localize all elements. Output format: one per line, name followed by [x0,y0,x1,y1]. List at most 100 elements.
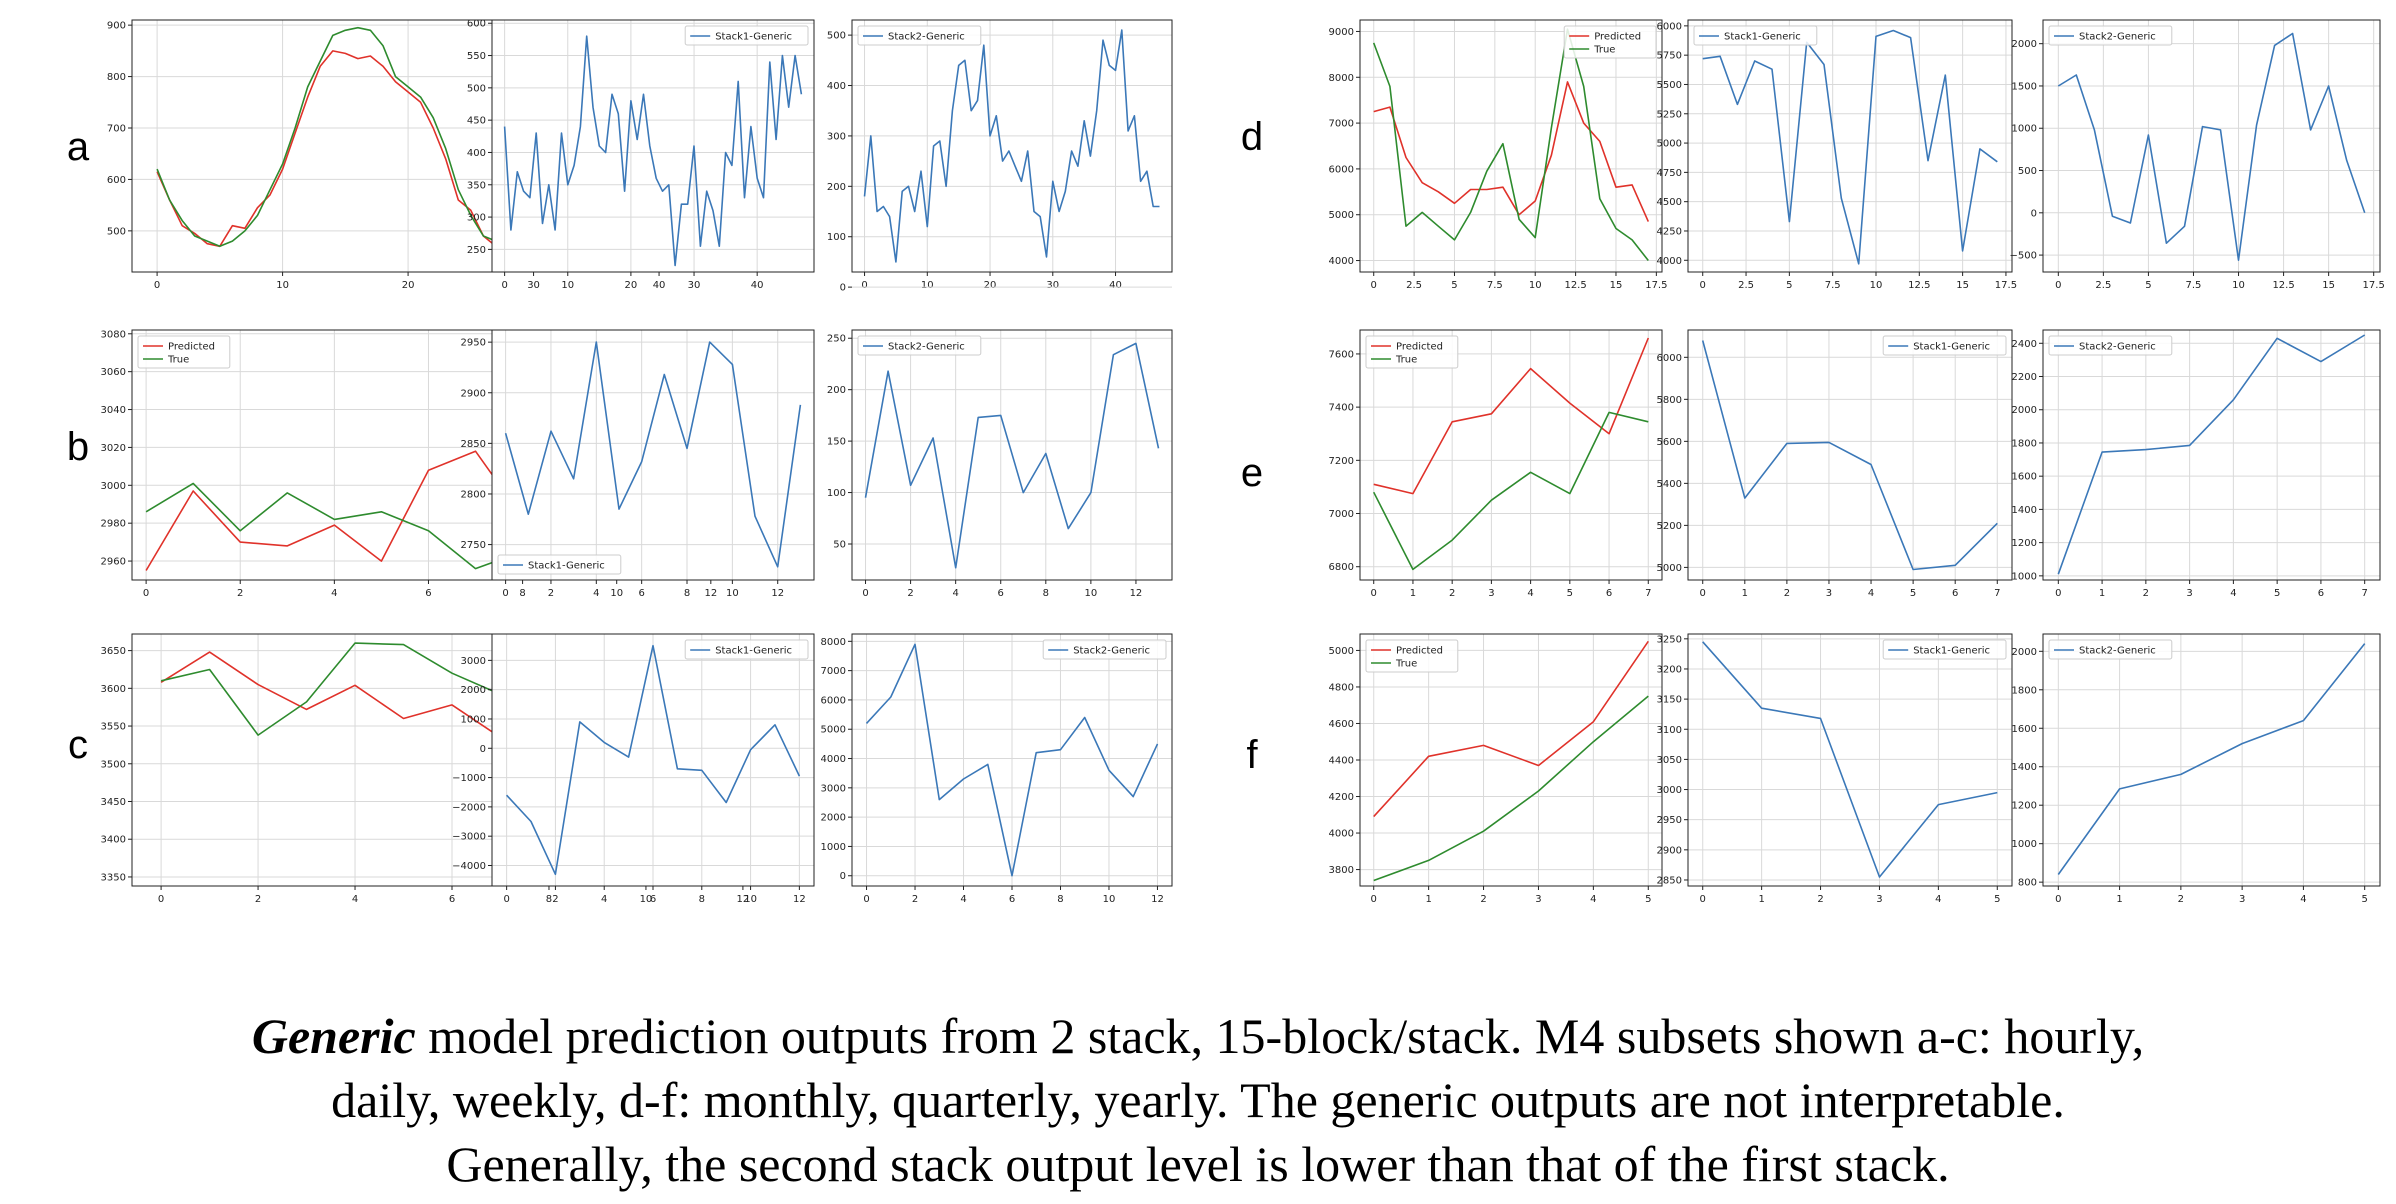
y-tick-label: 250 [827,334,846,345]
y-tick-label: 1200 [2012,801,2037,812]
x-tick-label: 15 [1956,280,1969,291]
legend: Stack1-Generic [1882,639,2007,660]
y-tick-label: 3350 [101,872,126,883]
x-tick-label: 40 [751,280,764,291]
plot-frame [851,19,1173,273]
x-tick-label: 2 [1784,588,1790,599]
x-tick-label: 8 [699,894,705,905]
y-tick-label: 3600 [101,684,126,695]
legend: Stack2-Generic [857,25,982,46]
y-tick-label: 3080 [101,329,126,340]
y-tick-label: 1000 [2012,839,2037,850]
legend-label: True [1593,45,1615,56]
x-tick-label: 10 [2232,280,2245,291]
y-tick-label: 1500 [2012,81,2037,92]
y-tick-label: 2000 [2012,405,2037,416]
x-tick-label: 4 [1590,894,1596,905]
x-tick-label: 0 [1700,894,1706,905]
y-tick-label: 4200 [1329,792,1354,803]
y-tick-label: 350 [467,180,486,191]
y-tick-label: 400 [827,81,846,92]
x-tick-label: 7 [1994,588,2000,599]
series-line-stack2-generic [865,643,1159,877]
legend-label: Stack1-Generic [1913,342,1990,353]
series-line-stack1-generic [506,644,801,876]
x-tick-label: 2.5 [2095,280,2111,291]
x-tick-label: 4 [352,894,358,905]
legend: Stack2-Generic [2048,639,2173,660]
legend-label: Stack1-Generic [528,561,605,572]
legend-label: Stack2-Generic [888,32,965,43]
chart-f-prediction: 0 1 2 3 4 5 3800 4000 4200 4400 4600 4800 5000 Predic… [1329,633,1663,905]
y-tick-label: −500 [2010,251,2037,262]
series-line-stack2-generic [863,29,1160,263]
y-tick-label: 250 [467,245,486,256]
figure-caption: Generic model prediction outputs from 2 … [0,1004,2396,1196]
x-tick-label: 30 [527,280,540,291]
legend-box [2048,25,2173,46]
x-tick-label: 10 [726,588,739,599]
y-tick-label: 4800 [1329,682,1354,693]
y-tick-label: 150 [827,437,846,448]
y-tick-label: 3800 [1329,865,1354,876]
legend: Predicted True [1365,335,1459,369]
y-tick-label: 1000 [2012,571,2037,582]
y-tick-label: −3000 [452,832,486,843]
y-tick-label: 700 [107,124,126,135]
y-tick-label: 3000 [1657,785,1682,796]
y-tick-label: −4000 [452,861,486,872]
panel-letter-a: a [67,125,90,169]
y-tick-label: 0 [840,283,846,294]
plot-frame [491,19,815,273]
y-tick-label: 9000 [1329,27,1354,38]
series-line-stack1-generic [1702,641,1998,878]
y-tick-label: 600 [107,175,126,186]
x-tick-label: 0 [862,588,868,599]
chart-b-stack1: 0 2 4 6 8 10 12 2750 2800 2850 2900 2950 Stack1-Gene… [461,329,815,599]
x-tick-label: 10 [921,280,934,291]
legend: Stack2-Generic [2048,335,2173,356]
chart-d-prediction: 0 2.5 5 7.5 10 12.5 15 17.5 4000 5000 6000 7000 8000… [1329,19,1667,291]
x-tick-label: 5 [1786,280,1792,291]
y-tick-label: 5000 [1657,139,1682,150]
y-tick-label: 50 [833,539,846,550]
chart-e-stack1: 0 1 2 3 4 5 6 7 5000 5200 5400 5600 5800 6000 Stack1-G… [1657,329,2013,599]
x-tick-label: 2 [548,588,554,599]
chart-e-stack2: 0 1 2 3 4 5 6 7 1000 1200 1400 1600 1800 2000 2200 2400… [2012,329,2381,599]
series-line-stack2-generic [864,342,1160,569]
y-tick-label: 5600 [1657,437,1682,448]
legend-label: Stack1-Generic [715,32,792,43]
x-tick-label: 0 [1700,280,1706,291]
series-line-predicted [1373,640,1649,818]
legend: Predicted True [137,335,231,369]
x-tick-label: 7.5 [2186,280,2202,291]
x-tick-label: 40 [653,280,666,291]
y-tick-label: 7200 [1329,456,1354,467]
x-tick-label: 0 [1371,280,1377,291]
x-tick-label: 6 [1952,588,1958,599]
x-tick-label: 6 [998,588,1004,599]
y-tick-label: 5000 [1329,646,1354,657]
y-tick-label: 900 [107,21,126,32]
y-tick-label: 600 [467,19,486,30]
x-tick-label: 2.5 [1406,280,1422,291]
x-tick-label: 4 [593,588,599,599]
y-tick-label: 400 [467,148,486,159]
x-tick-label: 12 [793,894,806,905]
legend-box [684,25,809,46]
y-tick-label: 3550 [101,722,126,733]
chart-d-stack2: 0 2.5 5 7.5 10 12.5 15 17.5 −500 0 500 1000 1500 2000… [2010,19,2385,291]
y-tick-label: 5750 [1657,51,1682,62]
y-tick-label: 0 [480,744,486,755]
x-tick-label: 30 [1046,280,1059,291]
x-tick-label: 5 [1645,894,1651,905]
legend-label: True [167,355,189,366]
legend: Predicted True [1563,25,1657,59]
legend-label: Stack2-Generic [1073,646,1150,657]
chart-f-stack1: 0 1 2 3 4 5 2850 2900 2950 3000 3050 3100 3150 3200 32… [1657,633,2013,905]
x-tick-label: 0 [154,280,160,291]
y-tick-label: 6800 [1329,562,1354,573]
legend: Stack1-Generic [684,639,809,660]
plot-frame [1687,633,2013,887]
y-tick-label: 2850 [461,439,486,450]
